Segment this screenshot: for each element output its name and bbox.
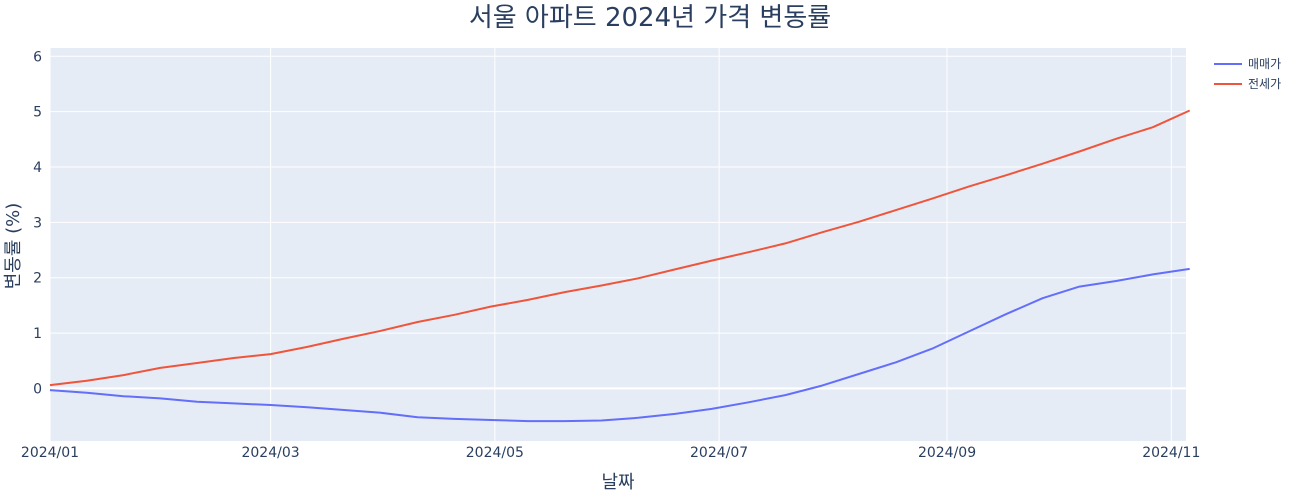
x-tick-label: 2024/03 — [241, 445, 299, 461]
plot-background — [50, 48, 1186, 441]
legend-label: 매매가 — [1248, 57, 1281, 71]
x-axis-label: 날짜 — [601, 472, 635, 493]
series-line-2[interactable] — [49, 109, 1191, 387]
x-tick-label: 2024/01 — [21, 445, 79, 461]
y-tick-label: 2 — [33, 271, 42, 287]
y-tick-label: 4 — [33, 160, 42, 176]
y-axis-label: 변동률 (%) — [3, 203, 24, 290]
x-tick-label: 2024/11 — [1142, 445, 1200, 461]
series-line-1[interactable] — [49, 267, 1190, 423]
y-tick-label: 0 — [33, 381, 42, 397]
legend-item[interactable]: 전세가 — [1214, 77, 1281, 91]
legend-item[interactable]: 매매가 — [1214, 57, 1281, 71]
chart-title: 서울 아파트 2024년 가격 변동률 — [469, 3, 831, 33]
axis-ticks: 0 1 2 3 4 5 6 2024/01 2024/03 2024/05 2024/07 2024/… — [21, 49, 1200, 461]
x-tick-label: 2024/09 — [918, 445, 976, 461]
y-tick-label: 3 — [33, 215, 42, 231]
legend-label: 전세가 — [1248, 77, 1281, 91]
x-tick-label: 2024/05 — [466, 445, 524, 461]
series-lines — [49, 109, 1191, 423]
y-tick-label: 1 — [33, 326, 42, 342]
grid-lines — [49, 48, 1186, 441]
y-tick-label: 5 — [33, 105, 42, 121]
y-tick-label: 6 — [33, 49, 42, 65]
x-tick-label: 2024/07 — [690, 445, 748, 461]
